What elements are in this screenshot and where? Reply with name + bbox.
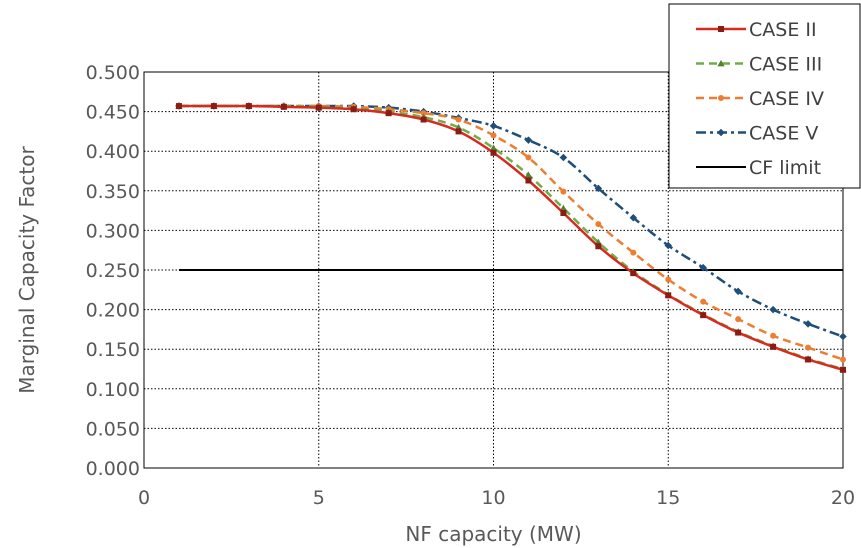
data-point-case-iv bbox=[770, 332, 777, 339]
data-point-case-v bbox=[839, 332, 847, 341]
y-tick-label: 0.000 bbox=[86, 458, 140, 480]
data-point-case-v bbox=[489, 122, 498, 130]
legend-label-case-iv: CASE IV bbox=[749, 88, 824, 110]
data-point-case-ii bbox=[420, 116, 427, 123]
y-tick-label: 0.250 bbox=[86, 260, 140, 282]
data-point-case-iii bbox=[559, 204, 567, 212]
data-point-case-ii bbox=[245, 103, 252, 110]
data-point-case-v bbox=[559, 153, 568, 162]
data-point-case-iii bbox=[524, 171, 533, 178]
data-point-case-iv bbox=[525, 154, 532, 161]
data-point-case-iv bbox=[735, 316, 742, 323]
data-point-case-ii bbox=[350, 106, 357, 113]
data-point-case-iv bbox=[455, 116, 462, 123]
data-point-case-iv bbox=[805, 344, 812, 351]
data-point-case-ii bbox=[455, 128, 462, 135]
data-point-case-ii bbox=[840, 366, 846, 373]
x-axis-title: NF capacity (MW) bbox=[405, 522, 581, 546]
legend-marker-case-ii bbox=[718, 26, 724, 32]
data-point-case-v bbox=[699, 263, 707, 272]
x-tick-label: 15 bbox=[656, 487, 680, 509]
legend-label-case-v: CASE V bbox=[749, 123, 818, 145]
data-point-case-ii bbox=[630, 270, 637, 277]
x-tick-label: 5 bbox=[313, 487, 325, 509]
data-point-case-iv bbox=[490, 132, 497, 139]
data-point-case-v bbox=[629, 213, 638, 222]
data-point-case-ii bbox=[770, 343, 777, 350]
y-tick-label: 0.050 bbox=[86, 418, 140, 440]
x-tick-label: 10 bbox=[481, 487, 505, 509]
legend-marker-case-v bbox=[717, 128, 725, 137]
data-point-case-ii bbox=[595, 243, 602, 250]
data-point-case-v bbox=[804, 320, 812, 328]
data-point-case-ii bbox=[700, 312, 707, 319]
y-tick-label: 0.450 bbox=[86, 102, 140, 124]
legend-marker-case-iv bbox=[718, 95, 724, 101]
data-point-case-ii bbox=[175, 103, 182, 110]
x-tick-label: 0 bbox=[138, 487, 150, 509]
data-point-case-ii bbox=[805, 356, 812, 363]
data-point-case-v bbox=[734, 287, 742, 296]
data-point-case-iv bbox=[840, 356, 846, 363]
data-point-case-ii bbox=[280, 103, 287, 110]
data-point-case-iv bbox=[700, 298, 707, 305]
data-point-case-ii bbox=[665, 292, 672, 299]
data-point-case-v bbox=[664, 241, 672, 250]
data-point-case-ii bbox=[210, 103, 217, 110]
legend-label-cf-limit: CF limit bbox=[749, 157, 821, 179]
y-tick-label: 0.500 bbox=[86, 62, 140, 84]
x-axis-ticks: 0 5 10 15 20 bbox=[138, 487, 855, 509]
data-point-case-v bbox=[594, 184, 603, 193]
y-axis-title: Marginal Capacity Factor bbox=[15, 145, 39, 393]
y-tick-label: 0.300 bbox=[86, 220, 140, 242]
data-point-case-iii bbox=[489, 144, 498, 151]
series-group bbox=[175, 102, 847, 373]
legend: CASE II CASE III CASE IV CASE V CF limit bbox=[668, 3, 861, 189]
y-tick-label: 0.350 bbox=[86, 181, 140, 203]
data-point-case-ii bbox=[490, 149, 497, 156]
data-point-case-iv bbox=[560, 188, 567, 195]
legend-box bbox=[668, 3, 861, 189]
data-point-case-iv bbox=[665, 276, 672, 283]
data-point-case-ii bbox=[560, 209, 567, 216]
y-tick-label: 0.200 bbox=[86, 300, 140, 322]
data-point-case-iv bbox=[595, 221, 602, 228]
y-tick-label: 0.150 bbox=[86, 339, 140, 361]
data-point-case-ii bbox=[385, 110, 392, 117]
data-point-case-iv bbox=[420, 110, 427, 117]
legend-label-case-ii: CASE II bbox=[749, 19, 817, 41]
data-point-case-iv bbox=[630, 249, 637, 256]
data-point-case-ii bbox=[735, 329, 742, 336]
y-tick-label: 0.100 bbox=[86, 379, 140, 401]
data-point-case-ii bbox=[315, 104, 322, 111]
data-point-case-ii bbox=[525, 177, 532, 184]
legend-label-case-iii: CASE III bbox=[749, 54, 822, 76]
y-axis-ticks: 0.000 0.050 0.100 0.150 0.200 0.250 0.300 0.350… bbox=[86, 62, 140, 480]
data-point-case-v bbox=[524, 136, 533, 144]
legend-marker-case-iii bbox=[717, 59, 725, 67]
y-tick-label: 0.400 bbox=[86, 141, 140, 163]
data-point-case-v bbox=[769, 305, 777, 314]
series-case-ii bbox=[175, 103, 846, 373]
x-tick-label: 20 bbox=[831, 487, 855, 509]
